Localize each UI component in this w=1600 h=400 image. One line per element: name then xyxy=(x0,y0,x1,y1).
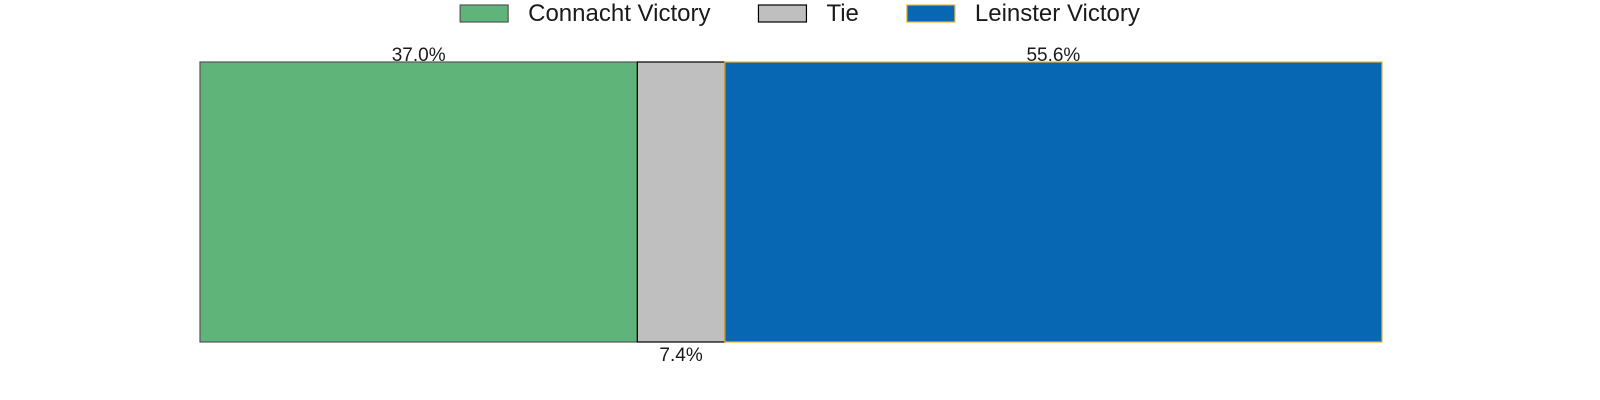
legend-label-tie: Tie xyxy=(826,0,858,27)
legend-label-connacht-victory: Connacht Victory xyxy=(528,0,710,27)
bar-segment-tie xyxy=(636,61,726,343)
legend-item-connacht-victory: Connacht Victory xyxy=(459,0,710,27)
bar-segment-leinster-victory xyxy=(724,61,1383,343)
bar-segments xyxy=(199,61,1383,343)
bar-segment-connacht-victory xyxy=(199,61,638,343)
percentage-labels: 37.0% 7.4% 55.6% xyxy=(392,45,1081,366)
legend: Connacht Victory Tie Leinster Victory xyxy=(459,0,1140,27)
legend-swatch-tie xyxy=(757,4,808,23)
legend-swatch-connacht-victory xyxy=(459,4,509,23)
label-tie: 7.4% xyxy=(659,345,702,366)
legend-item-leinster-victory: Leinster Victory xyxy=(906,0,1140,27)
label-leinster-victory: 55.6% xyxy=(1026,45,1080,66)
legend-item-tie: Tie xyxy=(757,0,859,27)
legend-swatch-leinster-victory xyxy=(906,4,956,23)
label-connacht-victory: 37.0% xyxy=(392,45,446,66)
legend-label-leinster-victory: Leinster Victory xyxy=(975,0,1140,27)
